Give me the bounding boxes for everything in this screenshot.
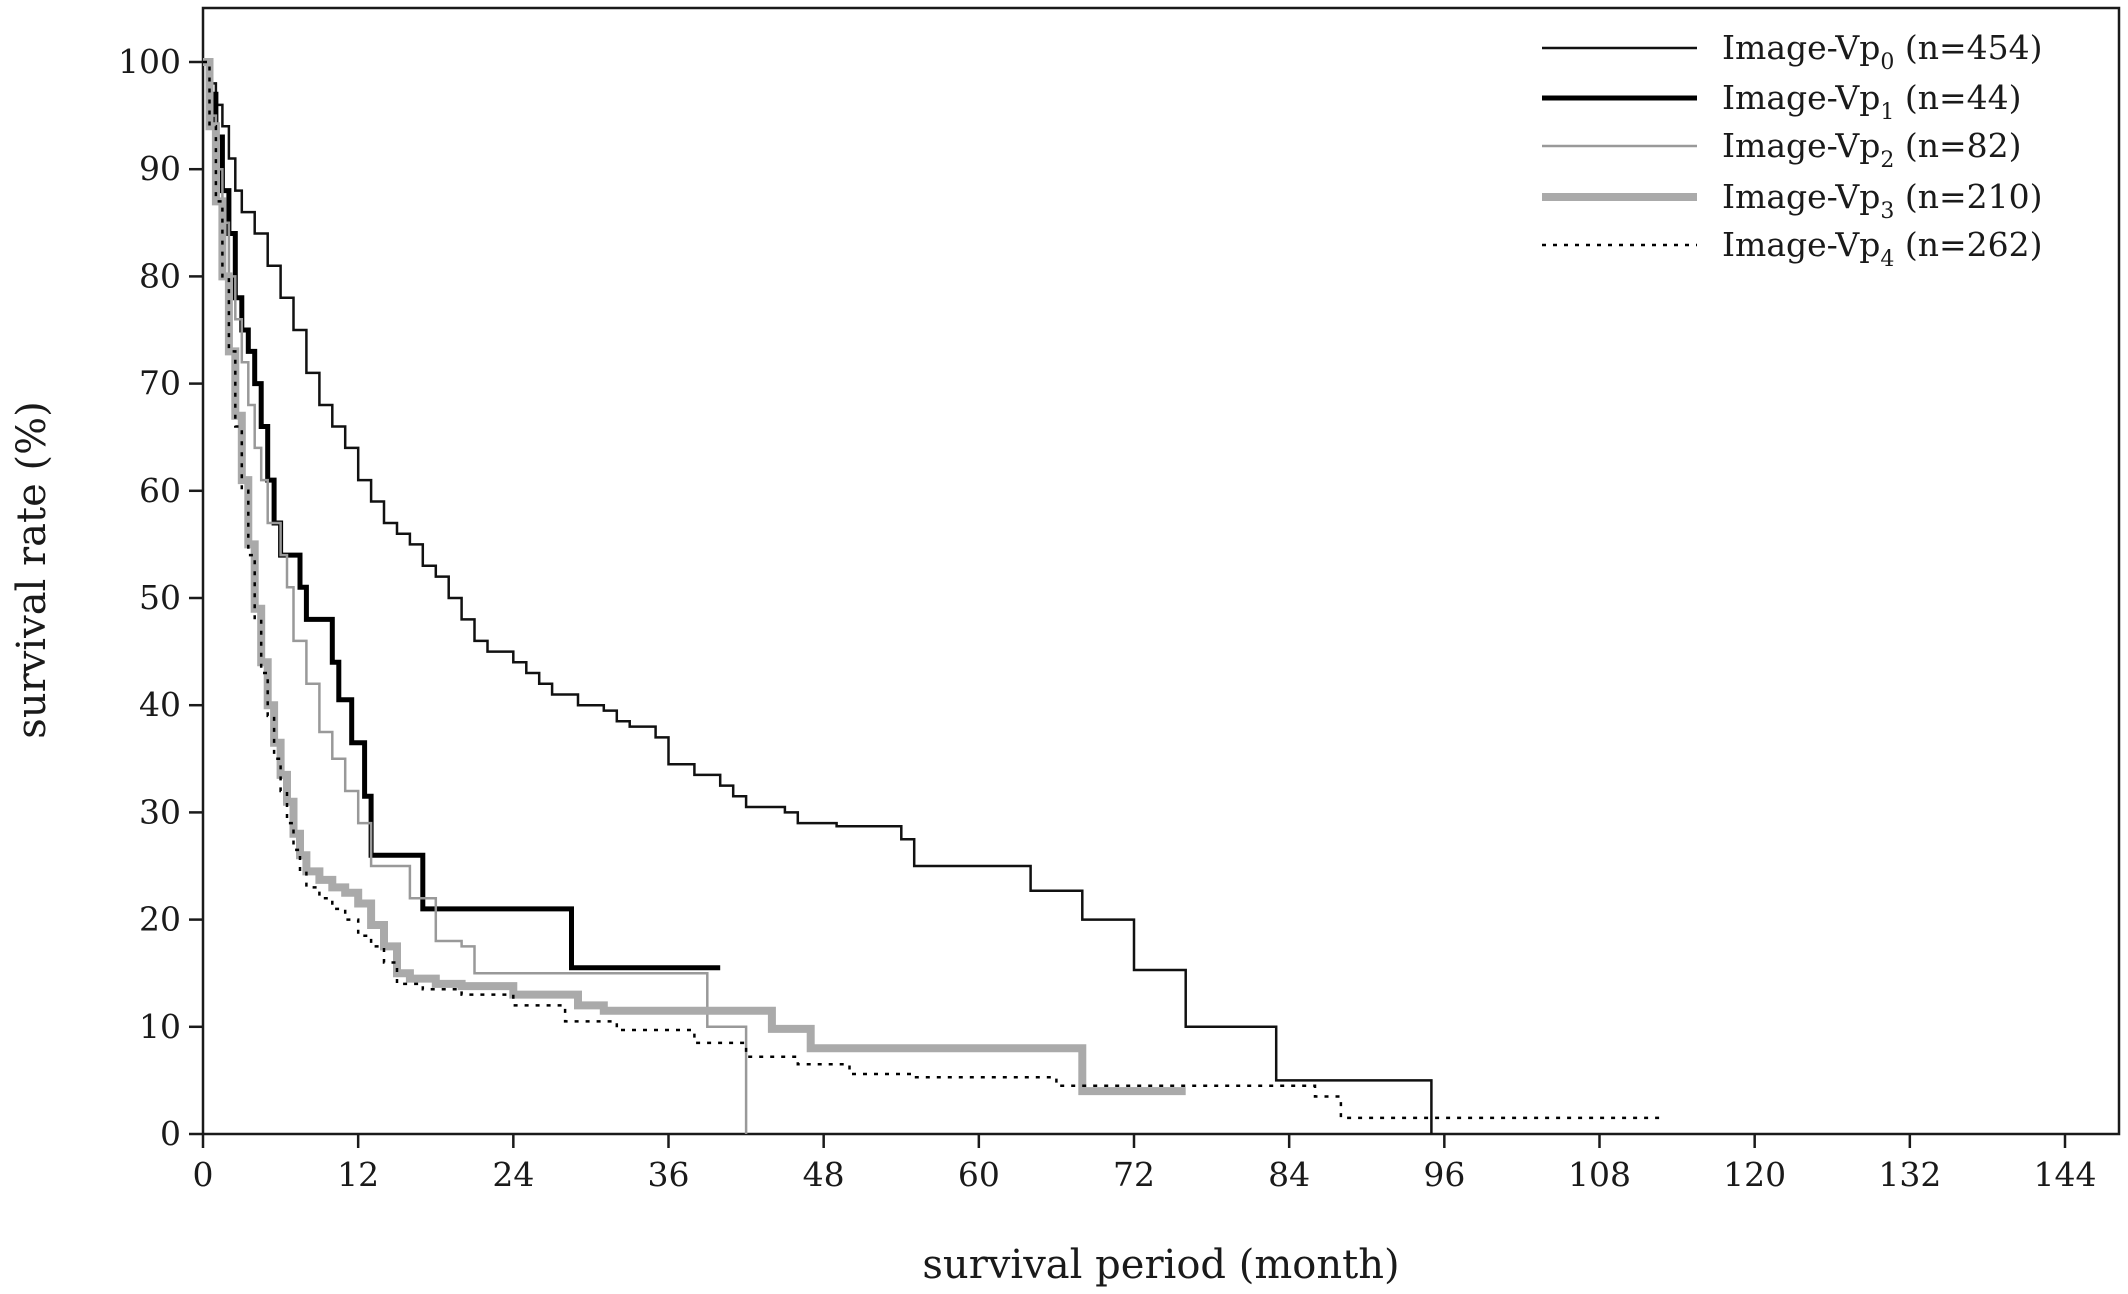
series-layer — [203, 58, 1665, 1134]
x-tick-label: 84 — [1268, 1155, 1310, 1194]
x-tick-label: 72 — [1113, 1155, 1155, 1194]
y-tick-label: 60 — [139, 471, 181, 510]
x-tick-label: 132 — [1878, 1155, 1941, 1194]
y-tick-label: 10 — [139, 1007, 181, 1046]
x-axis-label: survival period (month) — [922, 1242, 1399, 1288]
plot-frame — [201, 6, 2121, 1136]
x-tick-label: 96 — [1423, 1155, 1465, 1194]
y-tick-label: 80 — [139, 256, 181, 295]
y-tick-label: 50 — [139, 578, 181, 617]
series-line-vp1 — [203, 59, 721, 971]
x-tick-label: 36 — [648, 1155, 690, 1194]
y-tick-label: 0 — [160, 1114, 181, 1153]
x-tick-label: 0 — [193, 1155, 214, 1194]
x-tick-label: 108 — [1568, 1155, 1631, 1194]
legend-label-vp0: Image-Vp0 (n=454) — [1722, 28, 2043, 75]
y-tick-label: 90 — [139, 149, 181, 188]
y-axis-label: survival rate (%) — [9, 401, 55, 738]
x-tick-label: 120 — [1723, 1155, 1786, 1194]
series-line-vp3 — [203, 58, 1186, 1096]
legend-label-vp4: Image-Vp4 (n=262) — [1722, 225, 2043, 272]
x-tick-label: 60 — [958, 1155, 1000, 1194]
x-axis: 0 12 24 36 48 60 72 84 96 108 120 132 144 — [193, 1134, 2097, 1194]
y-tick-label: 20 — [139, 900, 181, 939]
legend-label-vp1: Image-Vp1 (n=44) — [1722, 78, 2022, 125]
x-tick-label: 24 — [492, 1155, 534, 1194]
x-tick-label: 144 — [2034, 1155, 2097, 1194]
legend-label-vp3: Image-Vp3 (n=210) — [1722, 177, 2043, 224]
y-axis: 0 10 20 30 40 50 60 70 80 90 100 — [118, 42, 203, 1153]
y-tick-label: 100 — [118, 42, 181, 81]
y-tick-label: 30 — [139, 792, 181, 831]
legend-label-vp2: Image-Vp2 (n=82) — [1722, 126, 2022, 173]
series-line-vp2 — [203, 60, 748, 1134]
series-line-vp0 — [203, 60, 1433, 1134]
series-line-vp4 — [203, 60, 1665, 1120]
y-tick-label: 40 — [139, 685, 181, 724]
y-tick-label: 70 — [139, 364, 181, 403]
x-tick-label: 48 — [803, 1155, 845, 1194]
legend: Image-Vp0 (n=454)Image-Vp1 (n=44)Image-V… — [1542, 28, 2043, 272]
x-tick-label: 12 — [337, 1155, 379, 1194]
